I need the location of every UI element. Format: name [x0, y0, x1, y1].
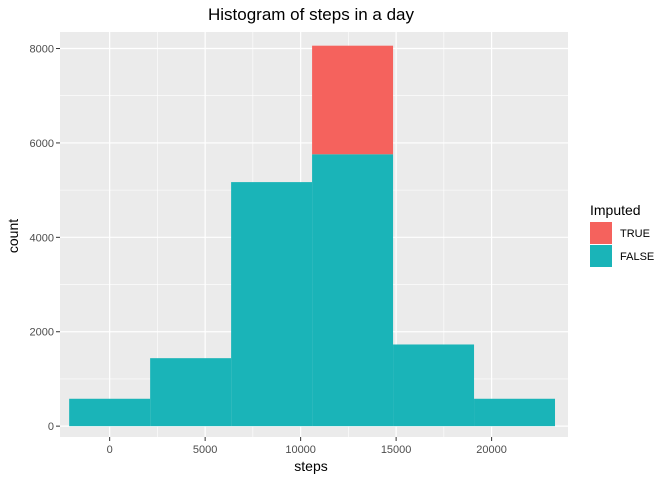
bar-false-bin-1	[150, 358, 232, 427]
y-axis-ticks: 0 2000 4000 6000 8000	[30, 44, 60, 433]
legend: Imputed TRUE FALSE	[590, 202, 654, 267]
x-tick-label: 0	[107, 444, 113, 456]
y-tick-label: 0	[48, 421, 54, 433]
y-tick-label: 2000	[30, 327, 54, 339]
bars	[69, 45, 556, 427]
y-tick-label: 6000	[30, 138, 54, 150]
legend-label-false: FALSE	[620, 251, 654, 263]
bar-false-bin-5	[474, 398, 556, 427]
bar-false-bin-0	[69, 398, 151, 427]
x-axis-title: steps	[294, 458, 327, 474]
bar-false-bin-3	[312, 154, 394, 427]
legend-swatch-false	[590, 245, 612, 267]
legend-label-true: TRUE	[620, 228, 650, 240]
y-tick-label: 4000	[30, 232, 54, 244]
x-axis-ticks: 0 5000 10000 15000 20000	[107, 437, 507, 456]
x-tick-label: 20000	[476, 444, 507, 456]
x-tick-label: 10000	[285, 444, 316, 456]
legend-swatch-true	[590, 222, 612, 244]
x-tick-label: 15000	[381, 444, 412, 456]
y-axis-title: count	[5, 219, 21, 253]
chart-title: Histogram of steps in a day	[208, 5, 414, 24]
bar-true-bin-3	[312, 45, 394, 155]
bar-false-bin-4	[393, 344, 475, 427]
legend-title: Imputed	[590, 202, 641, 218]
y-tick-label: 8000	[30, 44, 54, 56]
bar-false-bin-2	[231, 182, 313, 427]
x-tick-label: 5000	[193, 444, 217, 456]
